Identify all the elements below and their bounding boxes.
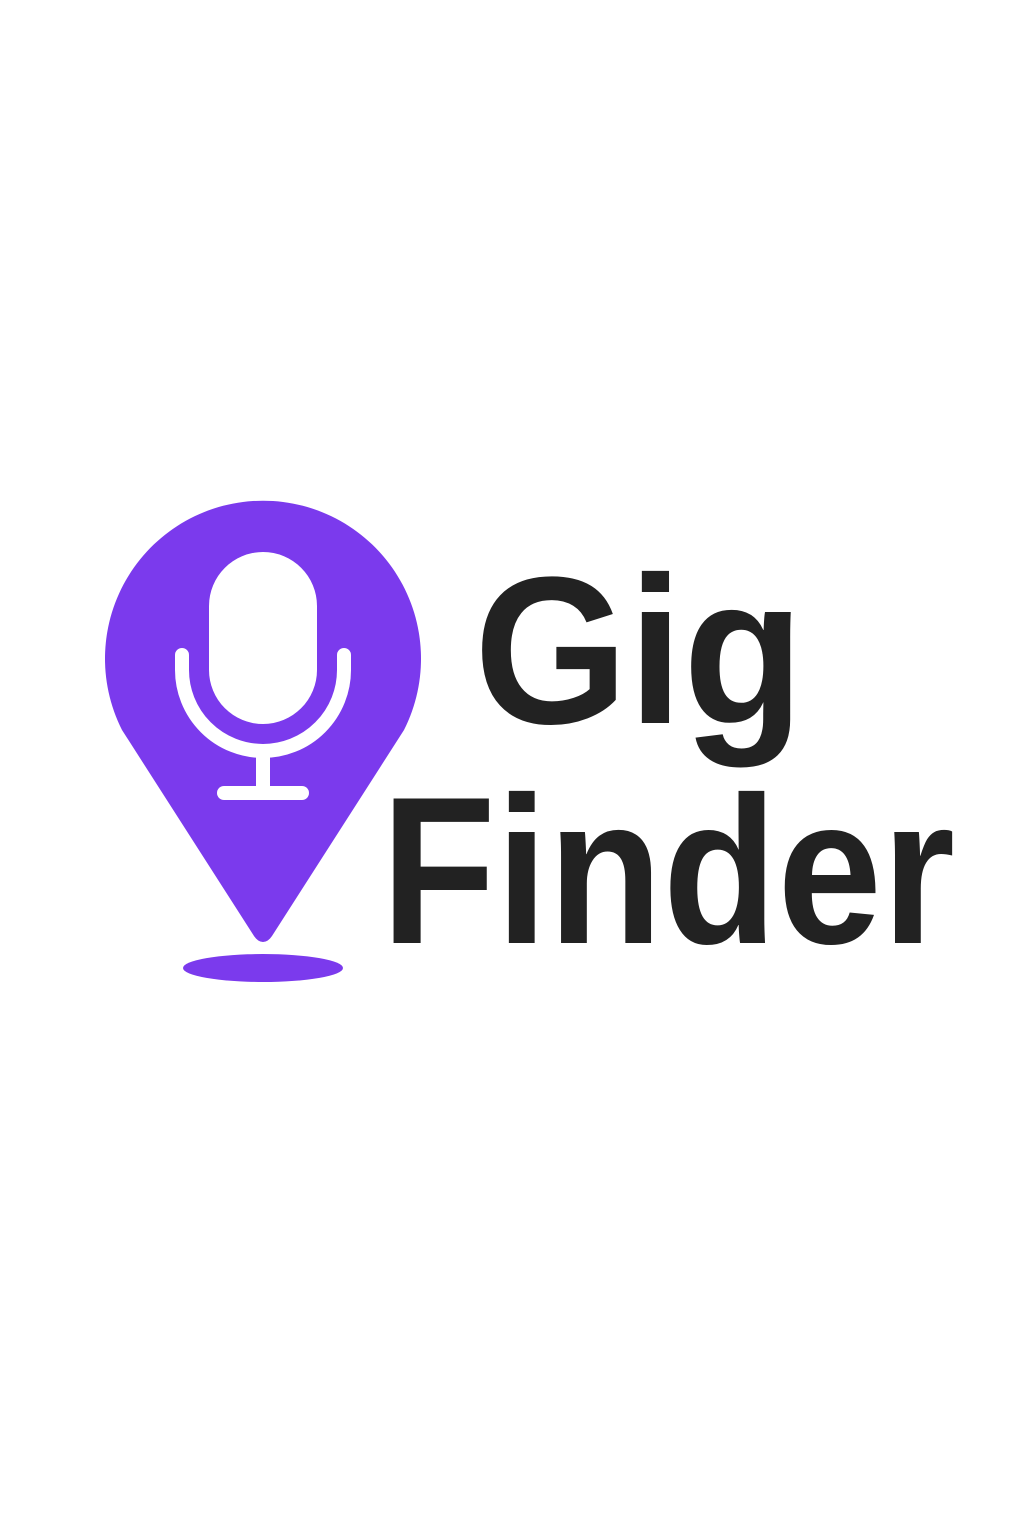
logo-word: Gig: [474, 533, 804, 768]
logo-word: Finder: [381, 753, 955, 988]
pin-shadow: [183, 954, 343, 982]
microphone-capsule: [209, 552, 317, 724]
